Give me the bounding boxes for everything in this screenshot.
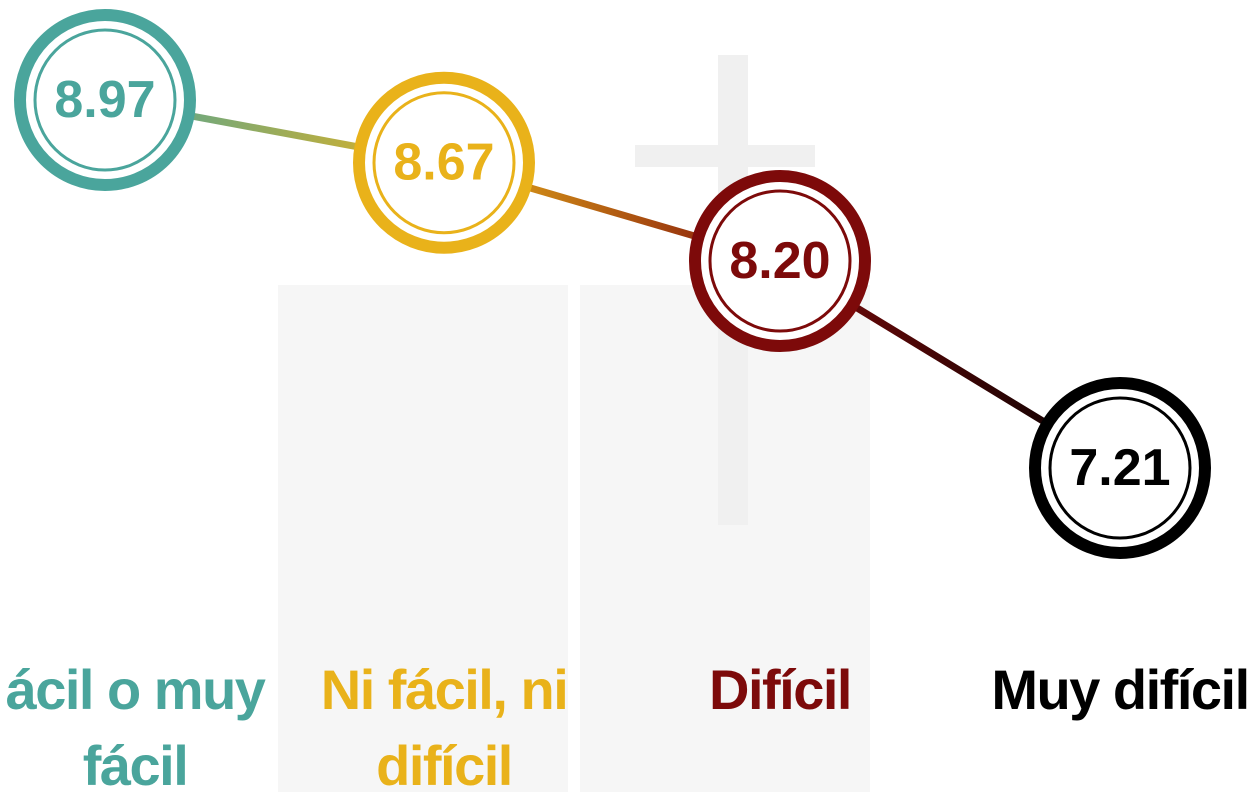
category-label: Ni fácil, ni difícil (320, 658, 569, 792)
marker (353, 71, 535, 254)
value-label: 8.97 (54, 71, 155, 129)
category-label: Muy difícil (991, 658, 1250, 721)
marker-ring (372, 91, 516, 235)
watermark (278, 285, 568, 792)
category-label: ácil o muy fácil (5, 658, 266, 792)
category-label: Difícil (709, 658, 852, 721)
marker-ring (1048, 396, 1192, 540)
marker-ring (33, 28, 177, 172)
watermark (635, 145, 815, 167)
value-label: 7.21 (1069, 439, 1170, 497)
value-label: 8.67 (393, 134, 494, 192)
marker (14, 9, 196, 191)
line (104, 96, 1122, 471)
marker (1029, 377, 1211, 559)
marker (689, 170, 871, 352)
value-label: 8.20 (729, 232, 830, 290)
marker-ring (708, 189, 852, 333)
